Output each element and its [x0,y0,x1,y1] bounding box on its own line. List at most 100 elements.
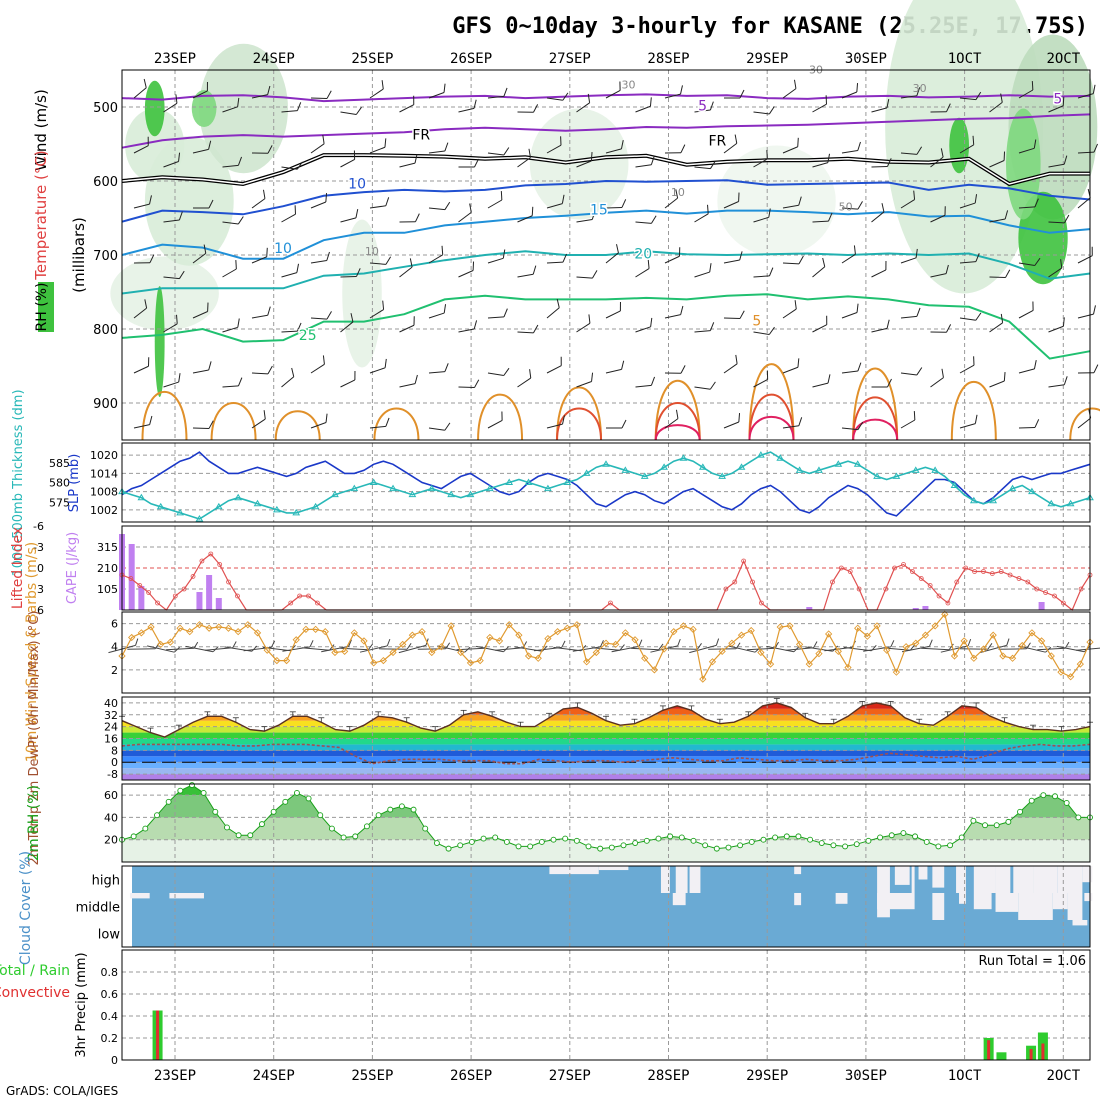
barb-shaft [959,97,976,101]
surface-wind-barb [979,638,1010,654]
barb-shaft [1018,89,1034,99]
clear-sky-patch [598,866,629,871]
wind-barb [606,419,627,429]
barb-feather [739,310,745,319]
barb-shaft [605,252,619,264]
cape-axis-label: CAPE (J/kg) [65,532,80,604]
barb-shaft [871,165,888,168]
wind-speed-marker [263,646,271,654]
wind-speed-marker [205,624,213,632]
cape-bar [215,598,222,610]
wind-barb [871,158,892,168]
rh-shading [717,145,836,257]
isotherm [121,179,1091,223]
barb-shaft [222,106,238,113]
barb-shaft [930,156,944,168]
wind-speed-marker [612,640,620,649]
clear-sky-patch [973,893,992,910]
barb-shaft [251,94,268,99]
warm-isotherm [852,396,899,441]
wind-barb [369,138,387,154]
barb-shaft [572,646,601,652]
thickness-marker [485,484,494,492]
wind-barb [399,316,415,333]
date-label-top: 27SEP [549,51,591,67]
clear-sky-patch [1084,893,1093,902]
lifted-index-marker [137,583,143,588]
wind-barb [782,196,802,209]
barb-shaft [900,315,917,319]
wind-barb [222,97,240,113]
date-label-bottom: 26SEP [450,1068,492,1084]
wind-barb [369,417,390,429]
barb-feather [638,639,643,647]
wind-speed-marker [815,650,823,658]
wind-barb [399,213,420,223]
rh-marker [620,842,627,849]
wind-barb [753,370,769,388]
surface-wind-barb [572,640,604,652]
barb-feather [1093,143,1099,153]
barb-shaft [251,314,268,319]
slp-tick-label: 1008 [90,486,118,499]
barb-shaft [1048,267,1063,278]
wind-barb [1048,317,1065,333]
wind-speed-marker [224,624,233,632]
wind-barb [812,315,828,333]
barb-shaft [989,276,1006,279]
thickness-marker [602,460,610,467]
barb-shaft [1018,206,1035,209]
thickness-marker [892,472,901,479]
rh-tick-label: 20 [104,834,118,847]
barb-shaft [146,645,175,653]
barb-feather [768,208,771,218]
barb-feather [381,80,384,90]
rh-marker [1052,793,1058,800]
barb-shaft [428,312,445,319]
wind-barb [930,148,944,168]
wind-barb [251,85,271,99]
relative-humidity-panel: 20 40 60 2m RH (%) [26,782,1093,863]
wind-barb [664,144,686,154]
barb-feather [263,410,266,420]
lifted-index-marker [181,586,187,592]
barb-feather [386,638,391,647]
barb-feather [414,154,418,164]
wind-barb [458,320,478,333]
barb-shaft [163,381,179,388]
barb-feather [1060,259,1063,269]
barb-feather [709,322,715,331]
wind-speed-marker [244,621,252,629]
barb-feather [588,314,591,324]
wind-barb [694,322,715,333]
barb-feather [464,646,471,653]
barb-feather [148,357,150,367]
date-label-top: 29SEP [746,51,788,67]
wind-speed-marker [970,654,978,662]
wind-speed-marker [757,648,765,657]
barb-shaft [192,90,208,99]
barb-shaft [841,312,858,319]
slp-tick-label: 1014 [90,467,118,480]
barb-feather [651,215,657,224]
barb-feather [940,148,944,158]
wind-barb [635,156,655,168]
contour-label: 5 [698,99,707,115]
wind-barb [487,191,503,209]
temperature-band [122,702,1090,709]
pressure-axis-label: (millibars) [70,217,88,293]
lifted-index-tick-label: 0 [37,562,44,575]
barb-shaft [495,647,524,651]
rh-marker [818,840,825,847]
wind-barb [369,80,384,99]
barb-shaft [546,97,563,101]
barb-feather [827,374,831,384]
thickness-marker [931,466,940,473]
barb-feather [325,413,328,423]
barb-feather [237,377,243,387]
thickness-tick-label: 575 [49,496,70,509]
barb-feather [503,308,508,318]
thickness-marker [272,505,281,513]
barb-feather [1063,376,1068,385]
